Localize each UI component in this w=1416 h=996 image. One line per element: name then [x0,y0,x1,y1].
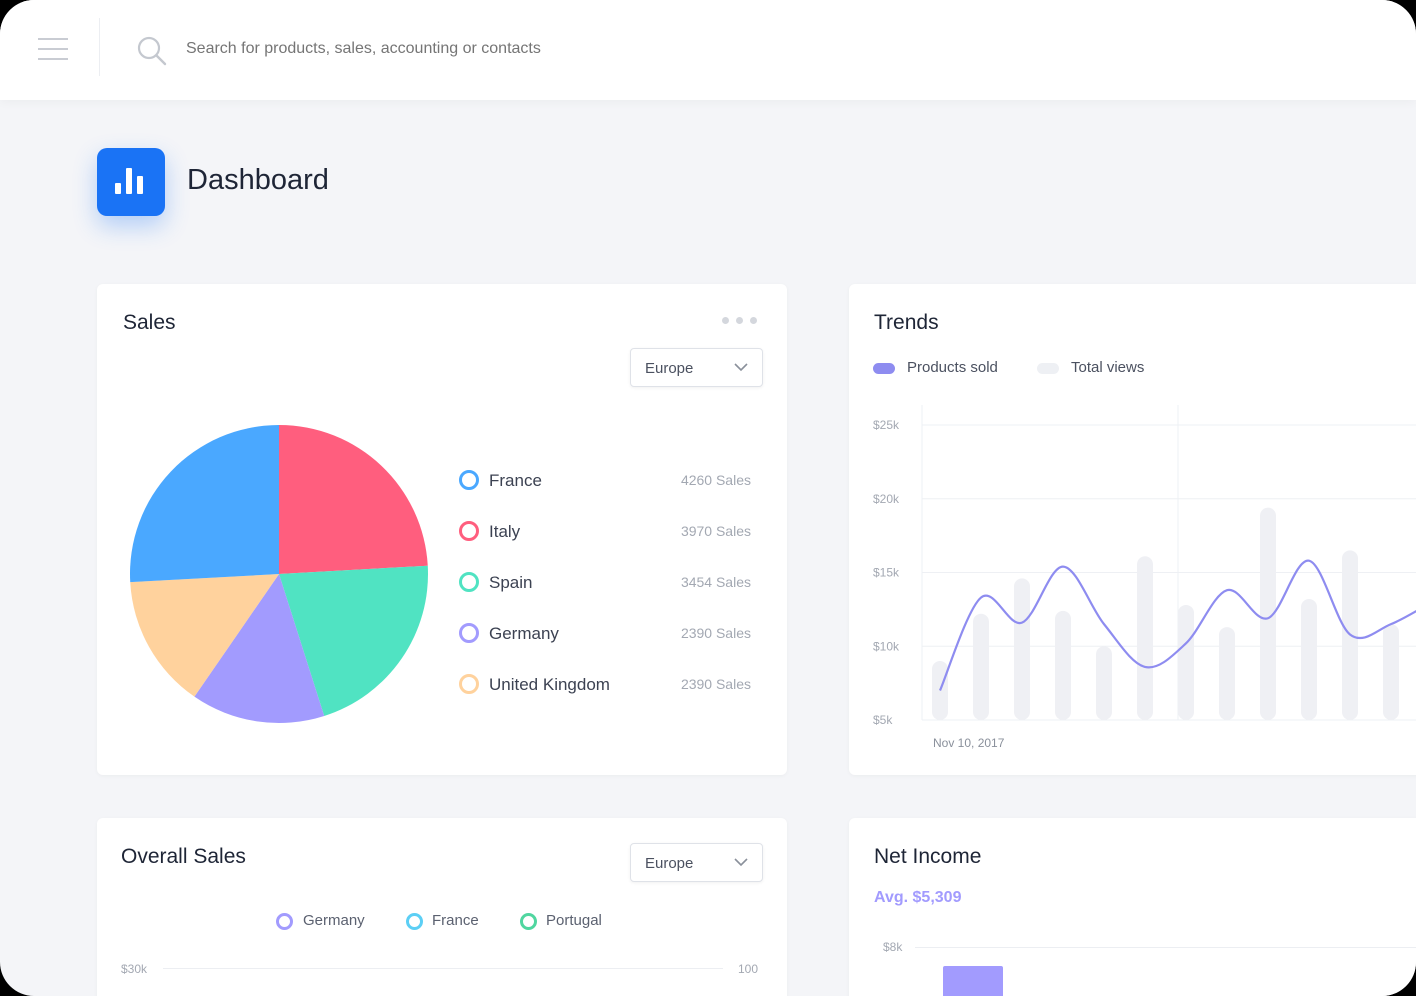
legend-swatch-products-sold [873,363,895,374]
y-tick-label: $10k [873,639,900,653]
total-views-bar [1055,610,1071,720]
legend-germany-icon [276,913,293,930]
page-title: Dashboard [187,164,329,196]
net-income-average: Avg. $5,309 [874,889,962,906]
legend-item[interactable]: Spain 3454 Sales [459,570,754,592]
more-options-icon[interactable] [722,317,757,324]
net-income-title: Net Income [874,845,982,868]
pie-slice-united-kingdom[interactable] [130,574,279,697]
total-views-bar [1301,599,1317,720]
legend-item[interactable]: United Kingdom 2390 Sales [459,672,754,694]
legend-swatch-total-views [1037,363,1059,374]
total-views-bar [1096,646,1112,720]
legend-france[interactable]: France [432,912,479,929]
legend-item[interactable]: France 4260 Sales [459,468,754,490]
legend-value: 2390 Sales [680,625,751,641]
x-tick-label: Nov 10, 2017 [933,736,1005,750]
legend-item[interactable]: Germany 2390 Sales [459,621,754,643]
total-views-bar [973,613,989,720]
total-views-bar [1014,578,1030,720]
y-tick-8k: $8k [883,940,903,954]
sales-region-select[interactable]: Europe [630,348,763,387]
legend-germany[interactable]: Germany [303,912,365,929]
sales-pie-chart [130,425,428,723]
legend-france-icon [406,913,423,930]
legend-country: United Kingdom [489,675,610,694]
search-icon [137,36,167,66]
y-tick-label: $25k [873,418,900,432]
chevron-down-icon [734,363,748,372]
pie-slice-spain[interactable] [279,565,428,716]
divider [99,18,100,76]
total-views-bar [1178,604,1194,720]
bar-chart-icon [97,148,165,216]
select-value: Europe [645,855,694,872]
legend-item[interactable]: Italy 3970 Sales [459,519,754,541]
pie-slice-france[interactable] [130,425,279,583]
trends-title: Trends [874,311,939,334]
total-views-bar [1260,507,1276,720]
top-bar [0,0,1416,100]
legend-country: France [489,471,542,490]
legend-value: 2390 Sales [680,676,751,692]
gridline [915,947,1416,948]
legend-value: 3454 Sales [680,574,751,590]
legend-country: Spain [489,573,533,592]
legend-portugal[interactable]: Portugal [546,912,602,929]
select-value: Europe [645,360,694,377]
legend-country: Germany [489,624,559,643]
y-tick-label: $5k [873,713,893,727]
total-views-bar [1219,627,1235,720]
legend-value: 4260 Sales [680,472,751,488]
overall-region-select[interactable]: Europe [630,843,763,882]
y-tick-label: $15k [873,566,900,580]
legend-ring-icon [459,674,479,694]
y-axis-left-label: $30k [121,962,148,976]
products-sold-line [938,559,1416,691]
legend-total-views[interactable]: Total views [1071,359,1145,376]
sales-title: Sales [123,311,176,334]
legend-value: 3970 Sales [680,523,751,539]
legend-ring-icon [459,521,479,541]
legend-products-sold[interactable]: Products sold [907,359,998,376]
trends-chart: $5k $10k $15k $20k $25k Nov 10, 2017 [873,405,1416,750]
legend-ring-icon [459,572,479,592]
chevron-down-icon [734,858,748,867]
legend-portugal-icon [520,913,537,930]
legend-ring-icon [459,470,479,490]
net-income-bar [943,966,1003,996]
total-views-bar [1383,624,1399,720]
legend-country: Italy [489,522,521,541]
pie-slice-italy[interactable] [279,425,428,574]
menu-icon[interactable] [38,38,68,60]
total-views-bar [1137,556,1153,720]
y-axis-right-label: 100 [738,962,759,976]
legend-ring-icon [459,623,479,643]
y-tick-label: $20k [873,492,900,506]
pie-slice-germany[interactable] [194,574,325,723]
search-input[interactable] [186,40,686,58]
gridline [163,968,723,969]
overall-sales-title: Overall Sales [121,845,246,868]
